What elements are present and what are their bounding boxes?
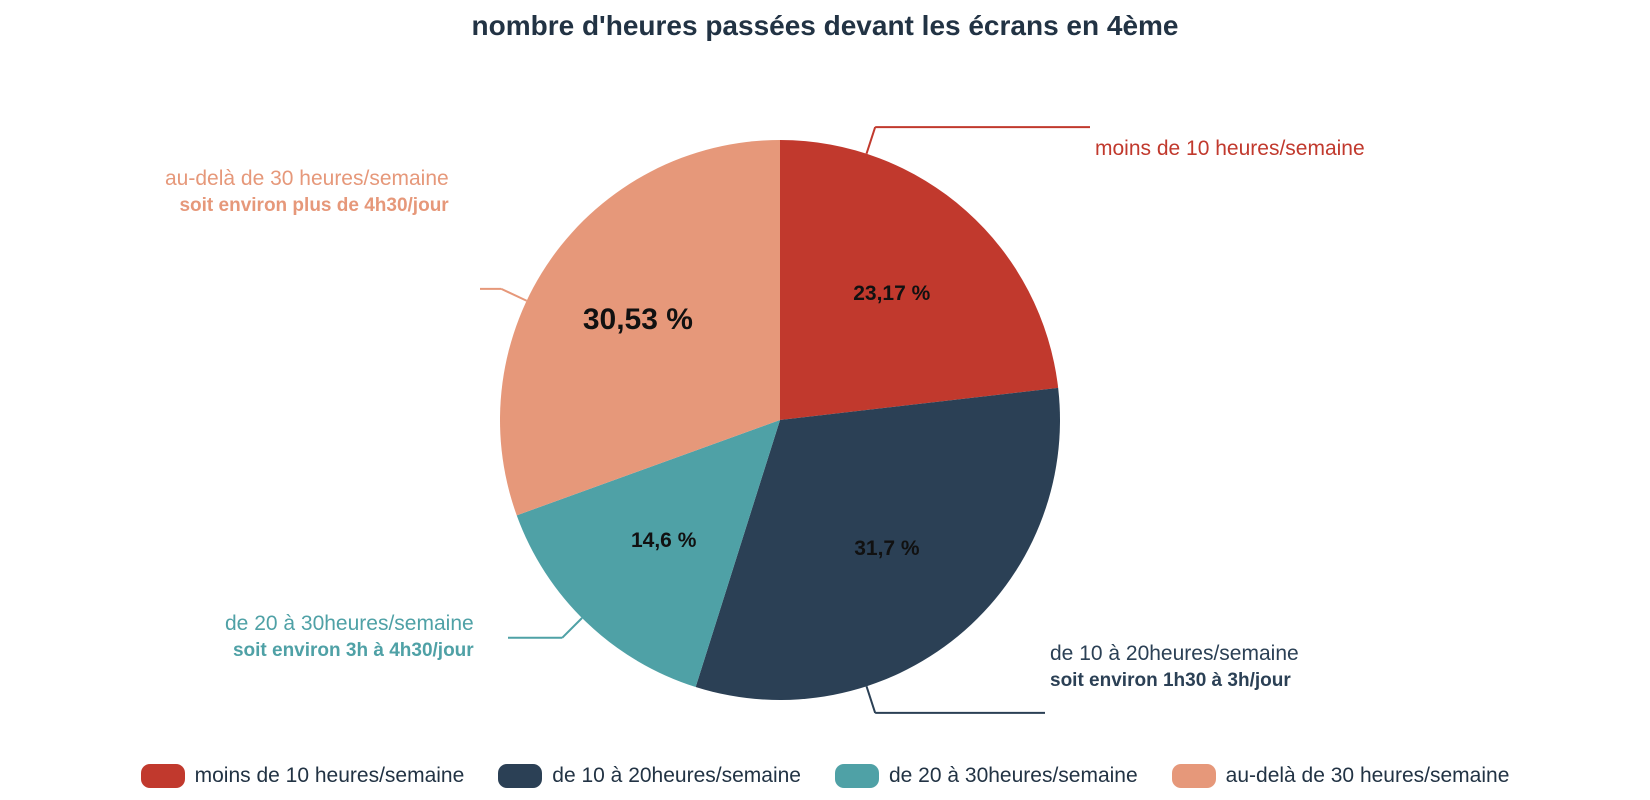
callout-gt30-sub: soit environ plus de 4h30/jour — [165, 193, 449, 219]
legend-item-gt30: au-delà de 30 heures/semaine — [1172, 764, 1510, 788]
legend-item-10-20: de 10 à 20heures/semaine — [498, 764, 801, 788]
legend-label-gt30: au-delà de 30 heures/semaine — [1226, 764, 1510, 788]
callout-lt10: moins de 10 heures/semaine — [1095, 135, 1365, 163]
callout-20-30: de 20 à 30heures/semaine soit environ 3h… — [225, 610, 474, 664]
legend-swatch-gt30 — [1172, 764, 1216, 788]
legend-label-10-20: de 10 à 20heures/semaine — [552, 764, 801, 788]
callout-gt30: au-delà de 30 heures/semaine soit enviro… — [165, 165, 449, 219]
legend-swatch-lt10 — [141, 764, 185, 788]
callout-10-20-label: de 10 à 20heures/semaine — [1050, 640, 1299, 668]
slice-value-10-20: 31,7 % — [827, 537, 947, 561]
callout-20-30-sub: soit environ 3h à 4h30/jour — [225, 638, 474, 664]
legend: moins de 10 heures/semaine de 10 à 20heu… — [0, 764, 1650, 788]
callout-lt10-label: moins de 10 heures/semaine — [1095, 135, 1365, 163]
legend-label-20-30: de 20 à 30heures/semaine — [889, 764, 1138, 788]
callout-10-20: de 10 à 20heures/semaine soit environ 1h… — [1050, 640, 1299, 694]
slice-value-gt30: 30,53 % — [578, 303, 698, 337]
callout-gt30-label: au-delà de 30 heures/semaine — [165, 165, 449, 193]
callout-20-30-label: de 20 à 30heures/semaine — [225, 610, 474, 638]
pie-chart-container: nombre d'heures passées devant les écran… — [0, 0, 1650, 800]
callout-10-20-sub: soit environ 1h30 à 3h/jour — [1050, 668, 1299, 694]
legend-swatch-20-30 — [835, 764, 879, 788]
legend-label-lt10: moins de 10 heures/semaine — [195, 764, 465, 788]
slice-value-lt10: 23,17 % — [832, 282, 952, 306]
legend-item-20-30: de 20 à 30heures/semaine — [835, 764, 1138, 788]
legend-swatch-10-20 — [498, 764, 542, 788]
pie-svg — [0, 0, 1650, 800]
legend-item-lt10: moins de 10 heures/semaine — [141, 764, 465, 788]
slice-value-20-30: 14,6 % — [604, 529, 724, 553]
